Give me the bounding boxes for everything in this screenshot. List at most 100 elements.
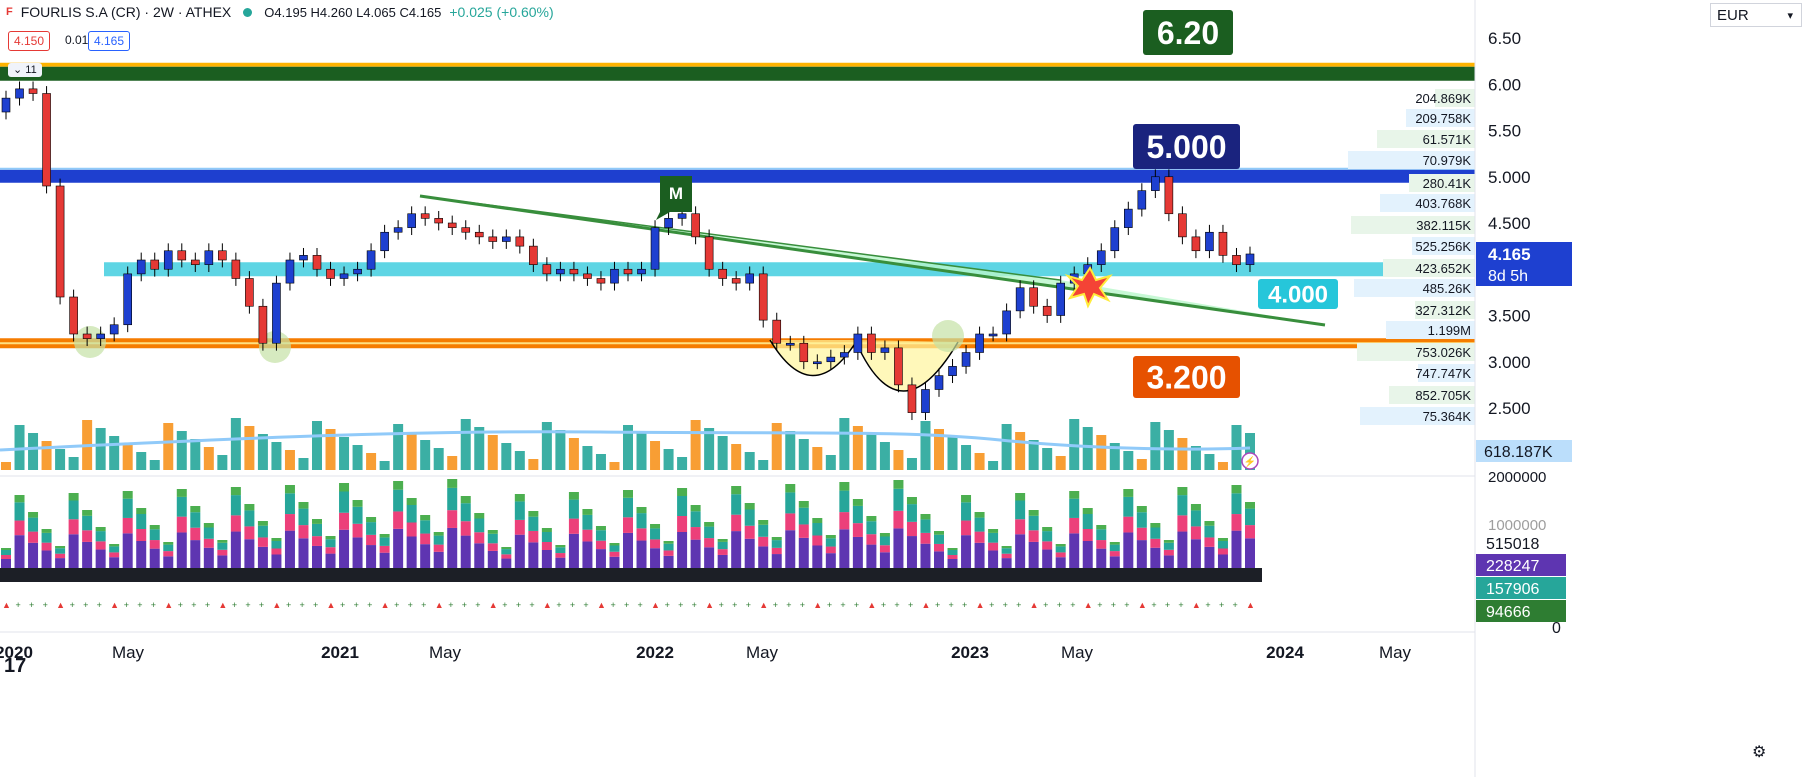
flow-bar xyxy=(501,549,512,555)
flow-bar xyxy=(487,533,498,544)
flow-bar xyxy=(1082,529,1093,541)
flow-bar xyxy=(325,536,336,540)
buy-price[interactable]: 4.165 xyxy=(88,31,131,51)
flow-bar xyxy=(906,504,917,522)
flow-marker: ▲ xyxy=(2,600,11,610)
flow-bar xyxy=(136,514,147,529)
volume-bar xyxy=(839,418,850,470)
price-axis-label: 3.000 xyxy=(1488,353,1531,372)
volume-profile-bar xyxy=(1409,174,1475,192)
lower-value: 228247 xyxy=(1486,558,1539,575)
flow-bar xyxy=(812,518,823,523)
flow-bar xyxy=(785,530,796,568)
symbol-title[interactable]: FOURLIS S.A (CR) · 2W · ATHEX xyxy=(20,4,232,20)
flow-bar xyxy=(55,546,66,549)
flow-bar xyxy=(28,542,39,568)
flow-bar xyxy=(744,509,755,526)
flow-bar xyxy=(893,480,904,489)
flow-bar xyxy=(55,548,66,554)
volume-bar xyxy=(555,430,566,470)
flow-bar xyxy=(1,555,11,559)
flow-bar xyxy=(974,517,985,532)
price-change: +0.025 (+0.60%) xyxy=(449,4,554,20)
flow-marker: ▲ xyxy=(218,600,227,610)
flow-bar xyxy=(1177,487,1188,496)
volume-bar xyxy=(312,421,322,470)
flow-bar xyxy=(852,505,863,524)
flow-bar xyxy=(68,519,79,535)
lower-value: 515018 xyxy=(1486,536,1539,553)
flow-marker: ▲ xyxy=(921,600,930,610)
volume-bar xyxy=(663,449,674,470)
flow-marker: + xyxy=(638,600,643,610)
volume-bar xyxy=(271,442,282,470)
flow-bar xyxy=(190,506,201,513)
flow-bar xyxy=(1042,527,1053,532)
indicators-toggle[interactable]: ⌄ 11 xyxy=(8,63,42,77)
flow-bar xyxy=(55,558,66,568)
candle xyxy=(772,319,782,344)
flow-bar xyxy=(433,551,444,568)
flow-marker: + xyxy=(732,600,737,610)
flow-bar xyxy=(203,538,214,548)
flow-bar xyxy=(1069,498,1080,518)
volume-bar xyxy=(352,445,363,470)
flow-bar xyxy=(190,540,201,568)
time-axis-label: 2023 xyxy=(951,643,989,662)
flow-bar xyxy=(312,536,322,546)
flow-bar xyxy=(122,498,133,518)
flow-marker: + xyxy=(949,600,954,610)
candle xyxy=(339,273,349,279)
candle xyxy=(596,278,606,284)
candle xyxy=(299,255,308,261)
flow-bar xyxy=(379,545,390,553)
volume-bar xyxy=(744,452,755,470)
flow-bar xyxy=(1028,530,1039,542)
candle xyxy=(28,88,38,94)
flow-bar xyxy=(28,512,39,518)
highlight-circle xyxy=(74,326,106,358)
flow-bar xyxy=(514,494,525,502)
flow-bar xyxy=(325,553,336,568)
flow-bar xyxy=(1204,525,1215,538)
candle xyxy=(163,250,173,270)
flow-marker: ▲ xyxy=(976,600,985,610)
flow-bar xyxy=(879,533,890,537)
flow-marker: + xyxy=(29,600,34,610)
flow-bar xyxy=(528,530,539,543)
candle xyxy=(502,236,511,242)
flow-marker: + xyxy=(83,600,88,610)
flow-bar xyxy=(474,532,485,544)
flow-bar xyxy=(230,531,241,568)
volume-profile-value: 204.869K xyxy=(1415,91,1471,106)
flow-bar xyxy=(1042,531,1053,542)
flow-marker: + xyxy=(1111,600,1116,610)
flow-bar xyxy=(852,536,863,568)
candle xyxy=(542,264,552,275)
gear-icon[interactable]: ⚙ xyxy=(1752,744,1767,761)
flow-bar xyxy=(1,548,11,550)
flow-marker: + xyxy=(516,600,521,610)
volume-profile-bar xyxy=(1351,216,1475,234)
volume-bar xyxy=(41,441,52,470)
level-6.20-label: 6.20 xyxy=(1157,15,1219,51)
price-axis-label: 3.500 xyxy=(1488,307,1531,326)
candle xyxy=(1124,208,1133,228)
volume-bar xyxy=(487,435,498,470)
flow-bar xyxy=(95,527,106,532)
currency-select[interactable]: EUR ▾ xyxy=(1710,3,1802,27)
candle xyxy=(1096,250,1106,265)
flow-bar xyxy=(1001,546,1012,549)
flow-marker: + xyxy=(529,600,534,610)
candle xyxy=(461,227,471,233)
volume-bar xyxy=(636,433,647,470)
flow-bar xyxy=(595,526,606,531)
resistance-line-top xyxy=(0,62,1475,67)
flow-marker: + xyxy=(624,600,629,610)
flow-bar xyxy=(1028,541,1039,568)
volume-bar xyxy=(1082,427,1093,470)
volume-tag xyxy=(1476,440,1572,462)
candle xyxy=(880,347,890,353)
sell-price[interactable]: 4.150 xyxy=(8,31,51,51)
